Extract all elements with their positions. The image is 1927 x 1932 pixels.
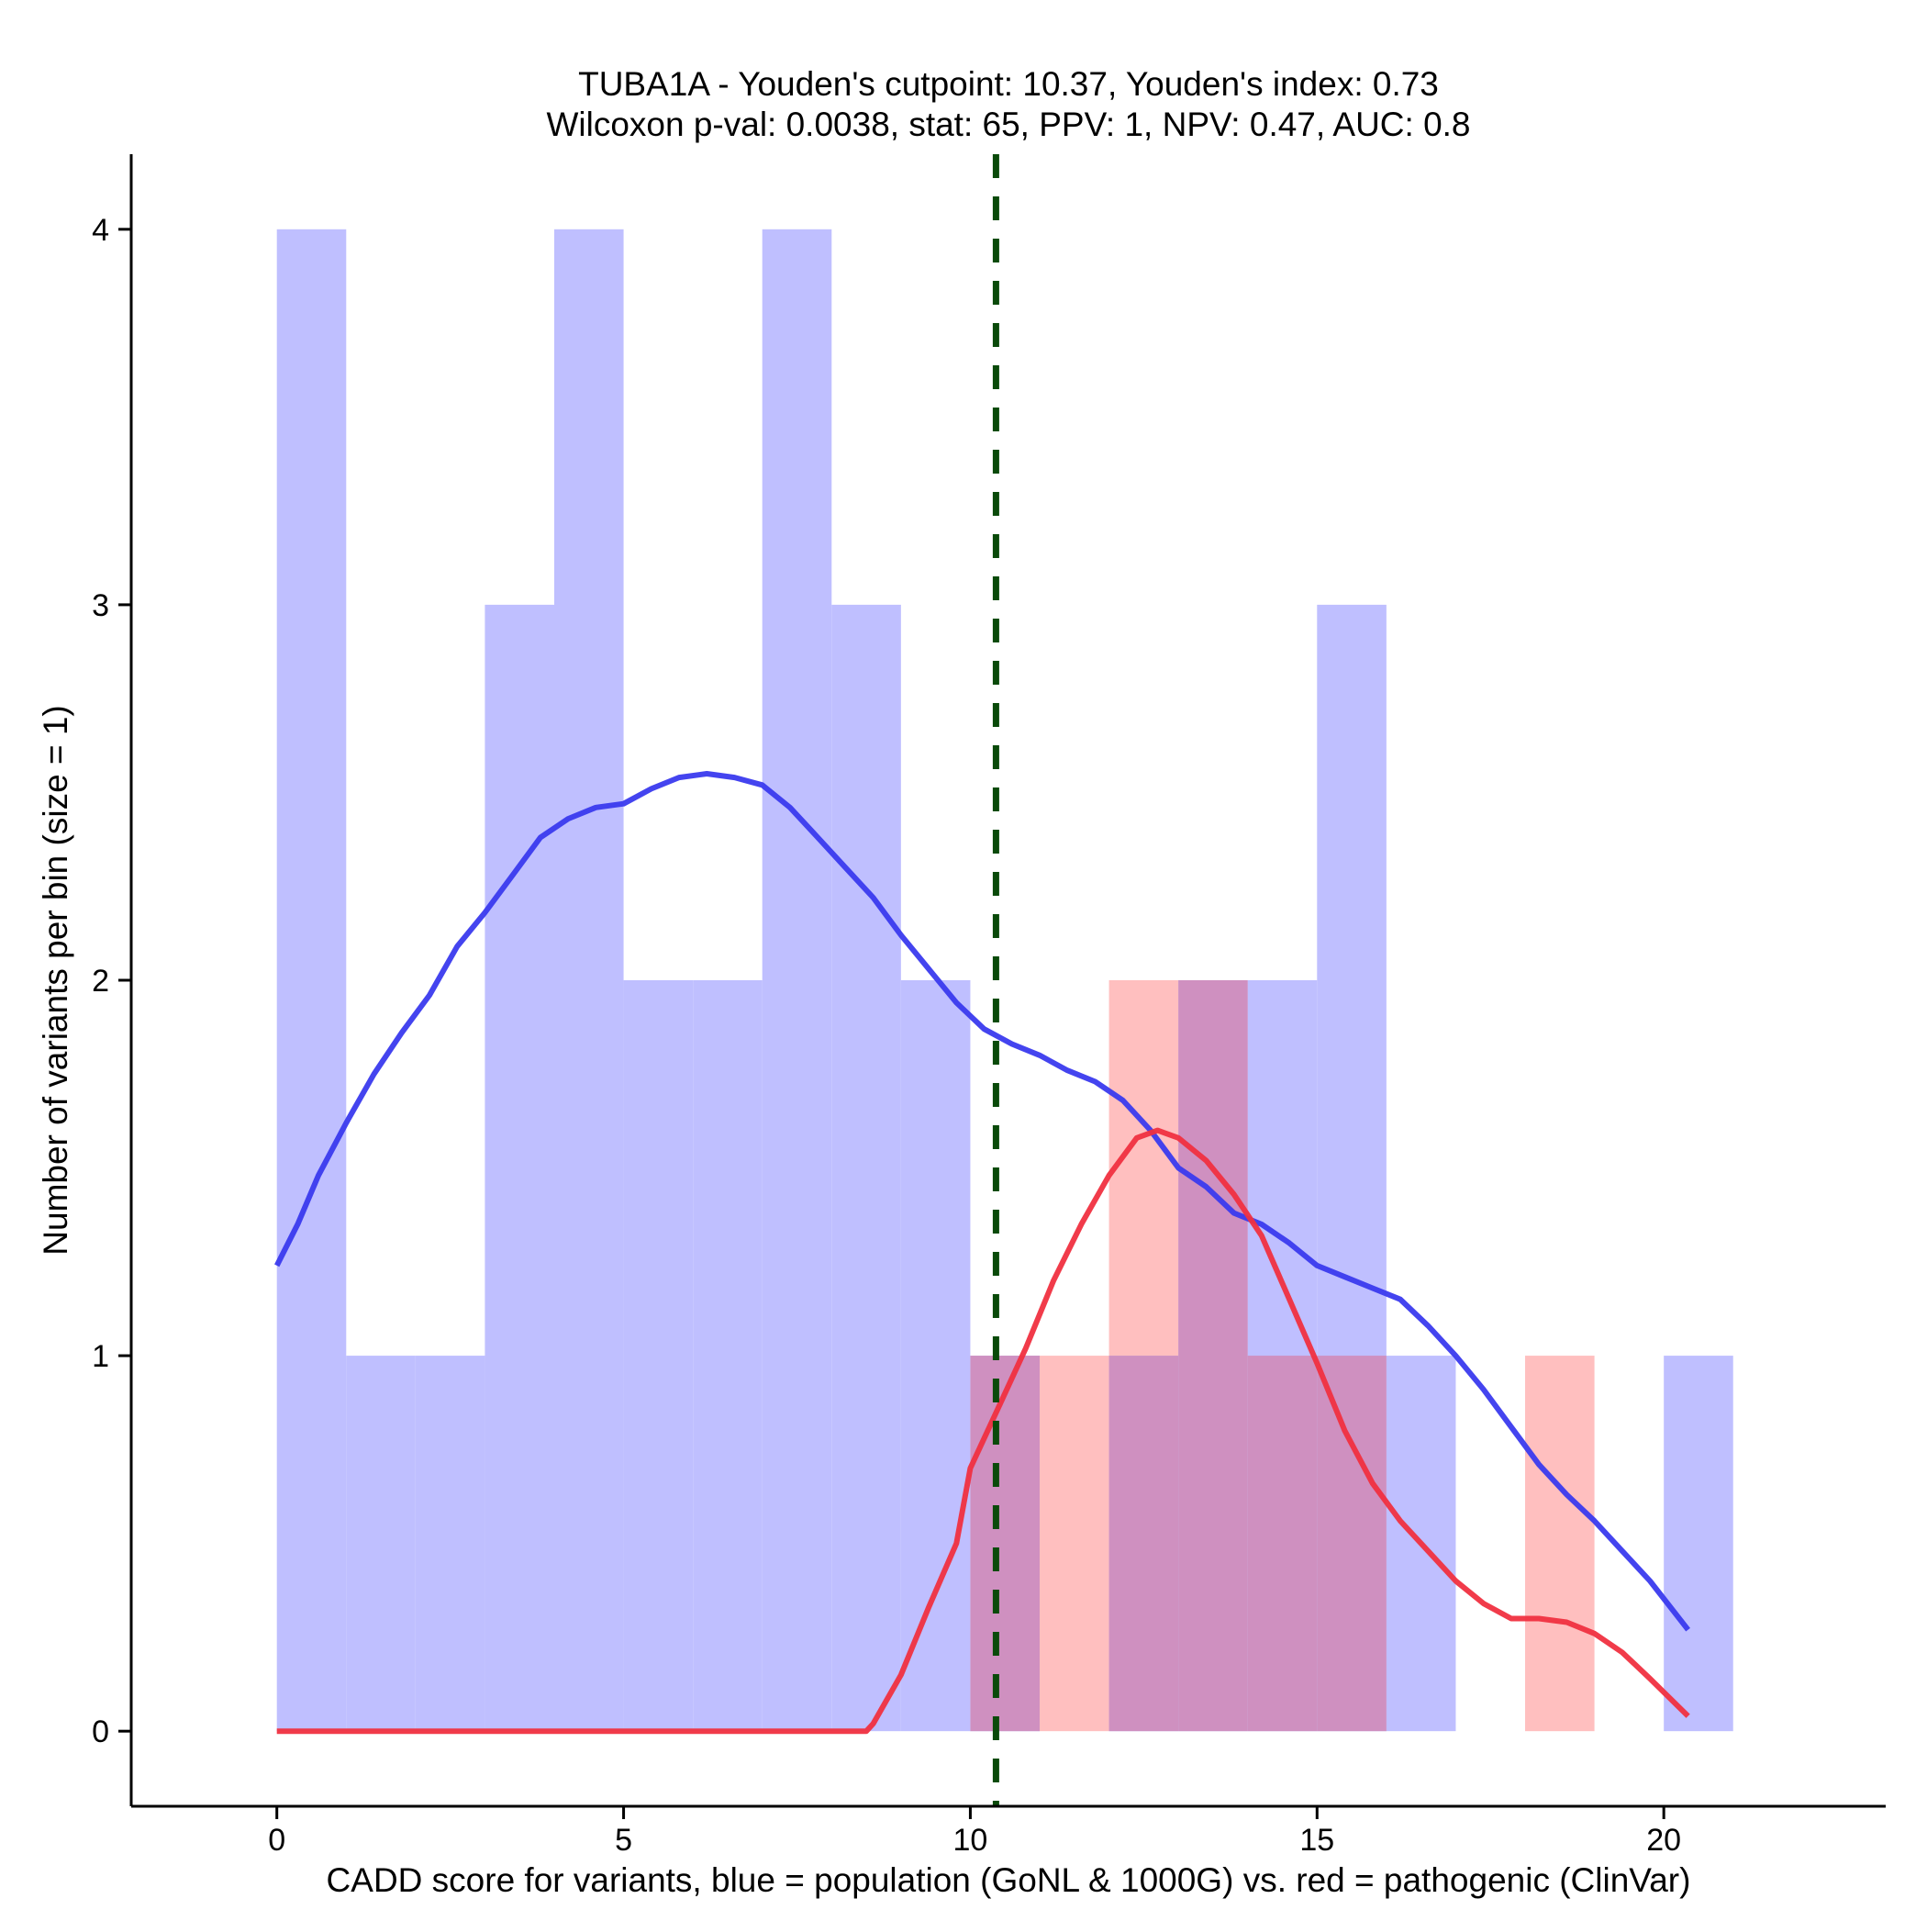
population-bar-5: [623, 980, 694, 1732]
y-tick-label-0: 0: [92, 1714, 109, 1749]
chart-title-line1: TUBA1A - Youden's cutpoint: 10.37, Youde…: [578, 65, 1439, 103]
y-axis-label: Number of variants per bin (size = 1): [37, 705, 74, 1255]
y-tick-label-3: 3: [92, 588, 109, 623]
x-tick-label-15: 15: [1299, 1823, 1334, 1858]
population-bar-9: [900, 980, 971, 1732]
histogram-bars: [276, 229, 1733, 1732]
population-bar-20: [1664, 1356, 1733, 1732]
density-curves: [274, 771, 1690, 1735]
overlap-bar-10: [970, 1356, 1041, 1732]
population-bar-3: [485, 604, 554, 1732]
x-tick-label-5: 5: [615, 1823, 632, 1858]
overlap-bar-15: [1317, 1356, 1387, 1732]
x-tick-label-0: 0: [268, 1823, 285, 1858]
population-bar-1: [346, 1356, 416, 1732]
overlap-bar-12: [1108, 1356, 1179, 1732]
x-axis-label: CADD score for variants, blue = populati…: [327, 1861, 1691, 1899]
population-bar-8: [831, 604, 901, 1732]
overlap-bar-14: [1247, 1356, 1318, 1732]
x-tick-label-10: 10: [953, 1823, 988, 1858]
population-bar-0: [276, 229, 347, 1732]
pathogenic-bar-12: [1108, 980, 1179, 1357]
population-bar-2: [415, 1356, 485, 1732]
pathogenic-bar-18: [1525, 1356, 1595, 1732]
pathogenic-bar-11: [1040, 1356, 1109, 1732]
population-bar-6: [693, 980, 763, 1732]
x-tick-label-20: 20: [1646, 1823, 1681, 1858]
pathogenic-density-line: [276, 1127, 1690, 1735]
y-tick-label-2: 2: [92, 964, 109, 999]
tick-marks: 0 5 10 15 20 0 1 2 3 4: [92, 213, 1681, 1858]
chart-title-line2: Wilcoxon p-val: 0.0038, stat: 65, PPV: 1…: [546, 106, 1470, 143]
overlap-bar-13: [1178, 980, 1248, 1732]
y-tick-label-1: 1: [92, 1339, 109, 1374]
population-bar-7: [762, 229, 832, 1732]
population-density-line: [274, 771, 1690, 1632]
y-tick-label-4: 4: [92, 213, 109, 248]
population-bar-4: [553, 229, 624, 1732]
